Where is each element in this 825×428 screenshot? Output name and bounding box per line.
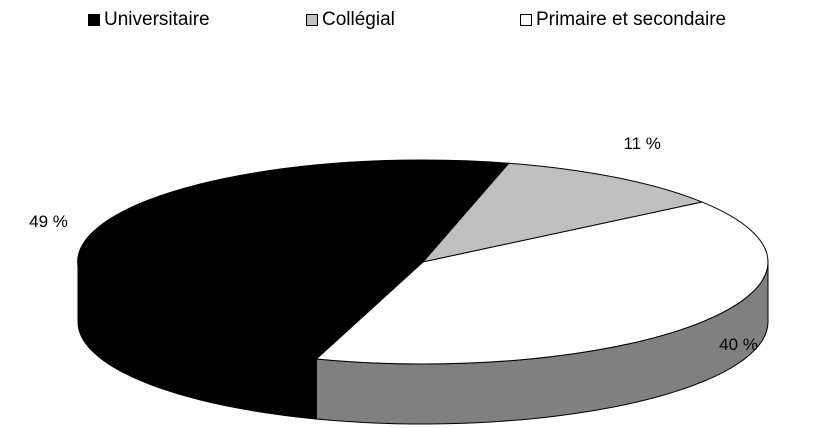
legend-label-universitaire: Universitaire xyxy=(104,9,210,30)
pie-slice-universitaire xyxy=(77,159,510,360)
legend-swatch-universitaire xyxy=(88,14,100,26)
legend: Universitaire Collégial Primaire et seco… xyxy=(0,8,825,32)
pie-slice-primaire-et-secondaire xyxy=(315,201,769,365)
legend-label-primaire-secondaire: Primaire et secondaire xyxy=(536,9,727,30)
legend-swatch-collegial xyxy=(306,14,318,26)
legend-item-universitaire: Universitaire xyxy=(88,8,210,32)
legend-label-collegial: Collégial xyxy=(322,9,395,30)
data-label-collegial: 11 % xyxy=(623,134,661,153)
legend-swatch-primaire-secondaire xyxy=(520,14,532,26)
pie-slice-collegial xyxy=(421,162,704,263)
data-label-universitaire: 49 % xyxy=(29,212,68,231)
data-label-primaire-et-secondaire: 40 % xyxy=(719,335,758,354)
legend-item-collegial: Collégial xyxy=(306,8,395,32)
legend-item-primaire-secondaire: Primaire et secondaire xyxy=(520,8,726,32)
